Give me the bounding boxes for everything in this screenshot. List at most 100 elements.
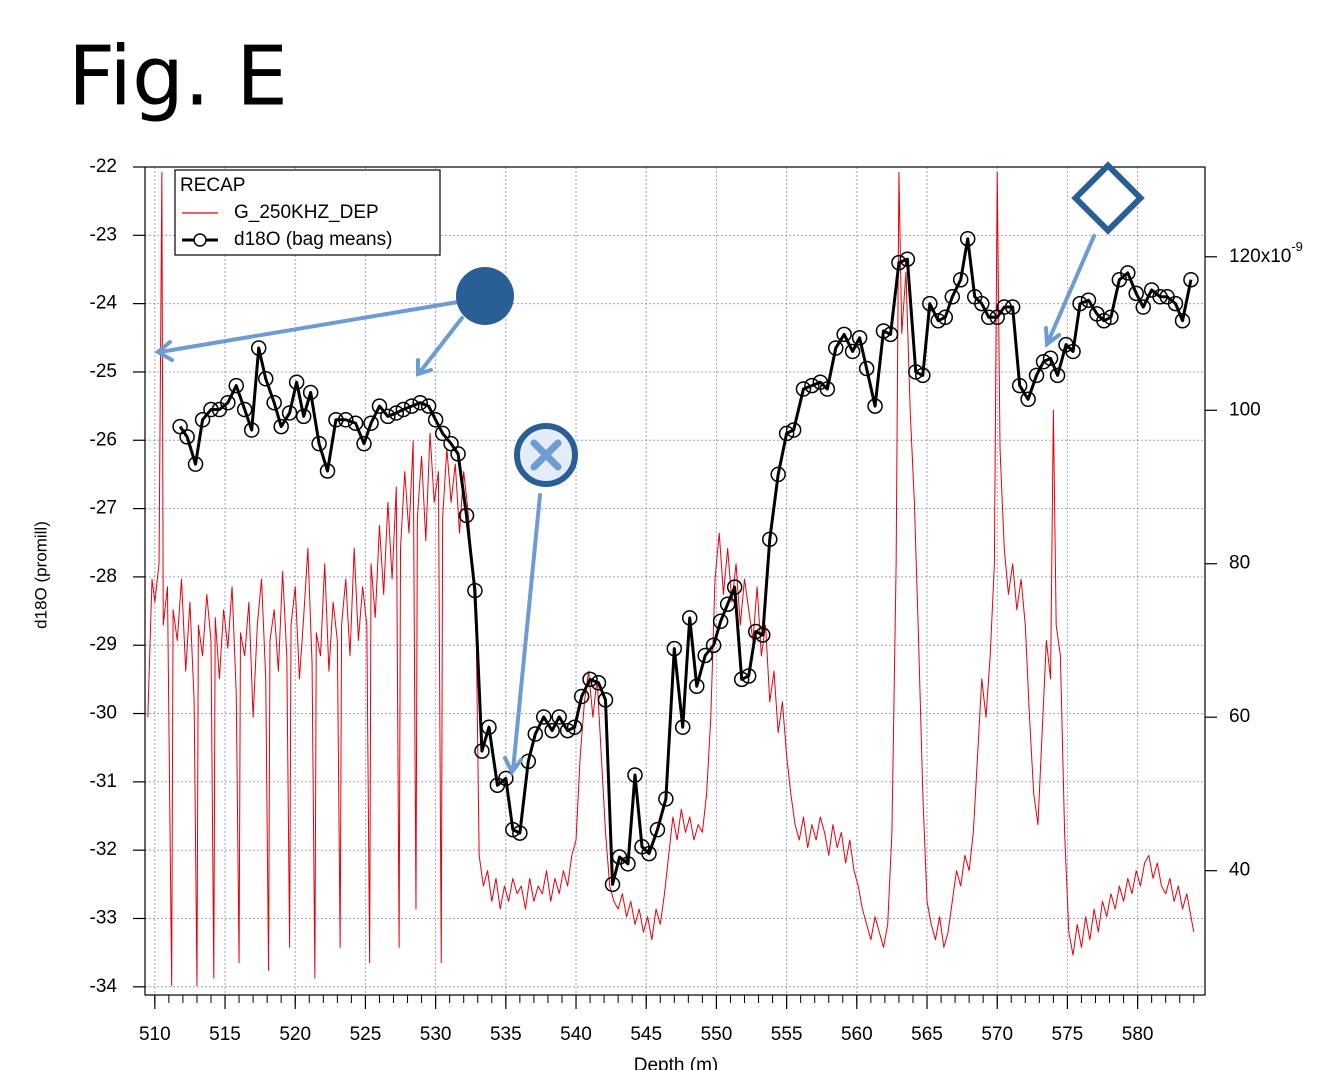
y2-tick-label-exponent: -9	[1291, 239, 1303, 254]
arrowhead	[1044, 326, 1061, 348]
data-point	[719, 596, 736, 612]
data-point	[1174, 312, 1191, 329]
data-point	[1096, 312, 1112, 329]
data-point	[1020, 391, 1036, 408]
data-point	[1011, 377, 1028, 394]
y-tick-label: -30	[90, 703, 117, 724]
data-point	[899, 251, 916, 267]
data-point	[1035, 353, 1052, 370]
axes: 510 515 520 525 530 535 540 545 550 555 560 565 570 5…	[90, 156, 1303, 1045]
data-point	[311, 435, 327, 452]
data-point	[930, 312, 946, 329]
data-point	[658, 791, 674, 807]
data-point	[179, 429, 195, 445]
data-point	[620, 856, 636, 872]
data-point	[559, 722, 576, 739]
marker-cross	[530, 439, 562, 471]
legend-label: G_250KHZ_DEP	[234, 202, 379, 223]
arrow	[158, 300, 460, 354]
data-point	[785, 422, 802, 438]
data-point	[1065, 343, 1081, 360]
data-point	[996, 299, 1012, 315]
arrow	[511, 493, 542, 772]
data-point	[412, 394, 428, 411]
data-point	[535, 709, 552, 725]
data-point	[974, 295, 990, 312]
data-point	[420, 398, 437, 414]
x-tick-label: 545	[630, 1024, 662, 1045]
data-point	[404, 398, 420, 414]
y-tick-label: -32	[90, 839, 117, 860]
data-point	[187, 456, 204, 472]
data-point	[1028, 367, 1045, 384]
x-tick-label: 550	[701, 1024, 733, 1045]
data-point	[1152, 289, 1168, 305]
data-point	[573, 688, 590, 705]
y-tick-label: -26	[90, 429, 117, 450]
data-point	[250, 340, 267, 356]
data-point	[590, 675, 607, 691]
x-tick-label: 555	[771, 1024, 803, 1045]
y2-tick-label: 80	[1229, 553, 1250, 574]
grid	[145, 166, 1205, 995]
chart-title: Fig. E	[68, 29, 288, 124]
data-point	[666, 640, 683, 657]
data-point	[551, 709, 567, 725]
y-tick-label: -27	[90, 498, 117, 519]
data-point	[762, 531, 778, 548]
data-point	[952, 271, 969, 288]
x-tick-label: 515	[209, 1024, 241, 1045]
data-point	[1120, 265, 1136, 281]
data-point	[474, 743, 490, 759]
y2-tick-label-base: 120x10	[1229, 246, 1291, 267]
data-point	[627, 767, 643, 783]
data-point	[1049, 367, 1066, 384]
data-point	[273, 418, 289, 435]
data-point	[851, 330, 868, 346]
data-point	[194, 412, 211, 428]
x-tick-label: 530	[420, 1024, 452, 1045]
data-point	[458, 507, 475, 524]
data-point	[1072, 295, 1088, 312]
data-point	[1183, 271, 1199, 288]
y-tick-label: -23	[90, 224, 117, 245]
annotations	[154, 234, 1096, 776]
data-point	[726, 579, 743, 595]
data-point	[388, 405, 405, 421]
data-point	[380, 408, 396, 425]
x-tick-label: 540	[560, 1024, 592, 1045]
data-point	[281, 405, 298, 421]
data-point	[641, 845, 657, 862]
data-point	[347, 415, 364, 431]
data-point	[778, 425, 795, 442]
data-point	[649, 821, 666, 838]
data-point	[922, 295, 938, 312]
data-point	[371, 398, 388, 414]
y-tick-label: -34	[90, 976, 118, 997]
y2-tick-label: 40	[1229, 860, 1250, 881]
data-point	[819, 381, 836, 397]
y2-tick-label: 60	[1229, 706, 1250, 727]
data-point	[681, 610, 698, 626]
data-point	[740, 668, 757, 684]
y-tick-label: -24	[90, 293, 118, 314]
data-point	[236, 401, 253, 418]
data-point	[1103, 309, 1119, 326]
y-tick-label: -29	[90, 634, 117, 655]
y-tick-label: -22	[90, 156, 117, 177]
data-point	[427, 412, 444, 428]
data-point	[450, 446, 466, 462]
data-point	[908, 364, 924, 380]
data-point	[498, 770, 514, 787]
data-point	[944, 289, 961, 305]
x-tick-label: 575	[1052, 1024, 1084, 1045]
data-point	[1042, 350, 1059, 367]
y-axis-title: d18O (promill)	[31, 521, 50, 629]
data-point	[915, 367, 931, 384]
y-tick-label: -31	[90, 771, 117, 792]
data-point	[804, 377, 820, 394]
data-point	[228, 377, 245, 394]
data-point	[882, 326, 899, 343]
x-tick-label: 510	[139, 1024, 171, 1045]
